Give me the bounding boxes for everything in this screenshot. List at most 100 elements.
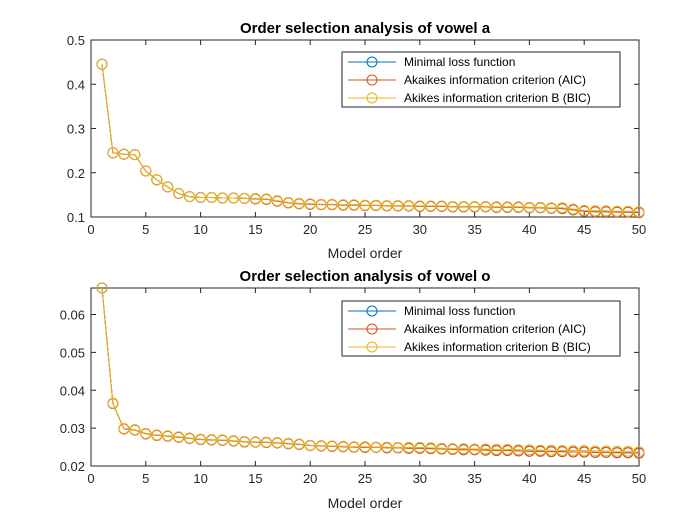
data-point [129,149,141,161]
data-point [184,191,196,203]
legend: Minimal loss function Akaikes information… [341,300,621,357]
data-point [491,443,502,455]
data-point [578,204,590,216]
x-tick-label: 25 [358,471,372,486]
data-point [118,423,130,434]
legend-marker [366,74,378,86]
data-point [425,442,437,454]
legend: Minimal loss function Akaikes information… [341,51,621,108]
x-tick-label: 20 [303,471,317,486]
data-point [326,198,338,210]
data-point [304,439,316,451]
y-tick-label: 0.02 [60,459,85,474]
data-point [151,429,163,441]
data-point [140,165,152,177]
x-tick-label: 0 [87,222,94,237]
y-tick-label: 0.1 [67,210,85,225]
x-tick-label: 40 [522,222,536,237]
x-tick-label: 10 [193,471,207,486]
data-point [403,441,415,453]
data-point [381,200,393,211]
x-tick-label: 15 [248,222,262,237]
data-point [348,441,360,453]
data-point [600,205,612,217]
x-tick-label: 40 [522,471,536,486]
y-tick-label: 0.5 [67,33,85,48]
data-point [184,432,196,444]
data-point [469,443,481,455]
legend-marker [366,92,378,104]
data-point [315,198,327,210]
x-axis-label: Model order [328,495,403,511]
data-point [282,437,294,449]
data-point [425,200,437,212]
y-tick-label: 0.05 [60,345,85,360]
legend-entry: Minimal loss function [404,304,515,318]
x-tick-label: 10 [193,222,207,237]
data-point [260,436,272,448]
data-point [502,443,513,455]
data-point [96,58,108,70]
data-point [107,147,119,159]
x-tick-label: 45 [577,471,591,486]
data-point [162,430,174,442]
plot-vowel-a: 0 5 10 15 20 25 30 35 40 45 50 0.1 0.2 0.3 0.4 0.5 Order… [67,20,646,261]
data-point [249,192,261,204]
data-point [589,205,601,217]
data-point [512,201,524,213]
data-point [578,445,590,456]
data-point [96,282,108,294]
y-tick-label: 0.2 [67,166,85,181]
x-tick-label: 30 [413,471,427,486]
x-tick-label: 45 [577,222,591,237]
data-point [447,443,459,455]
x-tick-label: 5 [142,222,149,237]
data-point [600,445,612,457]
legend-entry: Akaikes information criterion (AIC) [404,73,586,87]
data-point [381,441,393,453]
data-point [403,200,415,211]
chart-title: Order selection analysis of vowel o [240,268,491,285]
data-point [348,199,360,211]
x-tick-label: 20 [303,222,317,237]
legend-marker [366,305,378,317]
data-point [359,441,371,453]
x-tick-label: 35 [467,471,481,486]
data-point [633,446,645,458]
data-point [545,202,557,214]
data-point [206,192,218,203]
data-point [370,441,382,453]
data-point [140,427,152,439]
data-point [414,200,426,212]
series-line [101,287,640,453]
data-point [293,197,305,209]
data-point [436,442,448,454]
x-tick-label: 15 [248,471,262,486]
data-point [458,200,470,212]
legend-entry: Akaikes information criterion (AIC) [404,322,586,336]
data-point [228,192,239,204]
x-tick-label: 30 [413,222,427,237]
data-point [304,198,316,210]
data-point [491,201,502,213]
data-point [436,200,448,212]
legend-marker [366,323,378,335]
x-axis-label: Model order [328,245,403,261]
data-point [523,444,535,456]
data-point [217,434,228,446]
legend-entry: Akikes information criterion B (BIC) [404,340,591,354]
data-point [447,200,459,212]
plot-vowel-o: 0 5 10 15 20 25 30 35 40 45 50 0.02 0.03 0.04 0.05 0.06… [60,268,647,511]
data-point [162,181,174,193]
data-point [359,199,371,211]
data-point [326,440,338,452]
data-point [271,437,283,448]
x-tick-label: 35 [467,222,481,237]
y-tick-label: 0.03 [60,421,85,436]
y-tick-label: 0.06 [60,308,85,323]
data-point [523,201,535,213]
data-point [611,205,623,217]
data-point [633,206,645,218]
data-point [502,201,513,213]
